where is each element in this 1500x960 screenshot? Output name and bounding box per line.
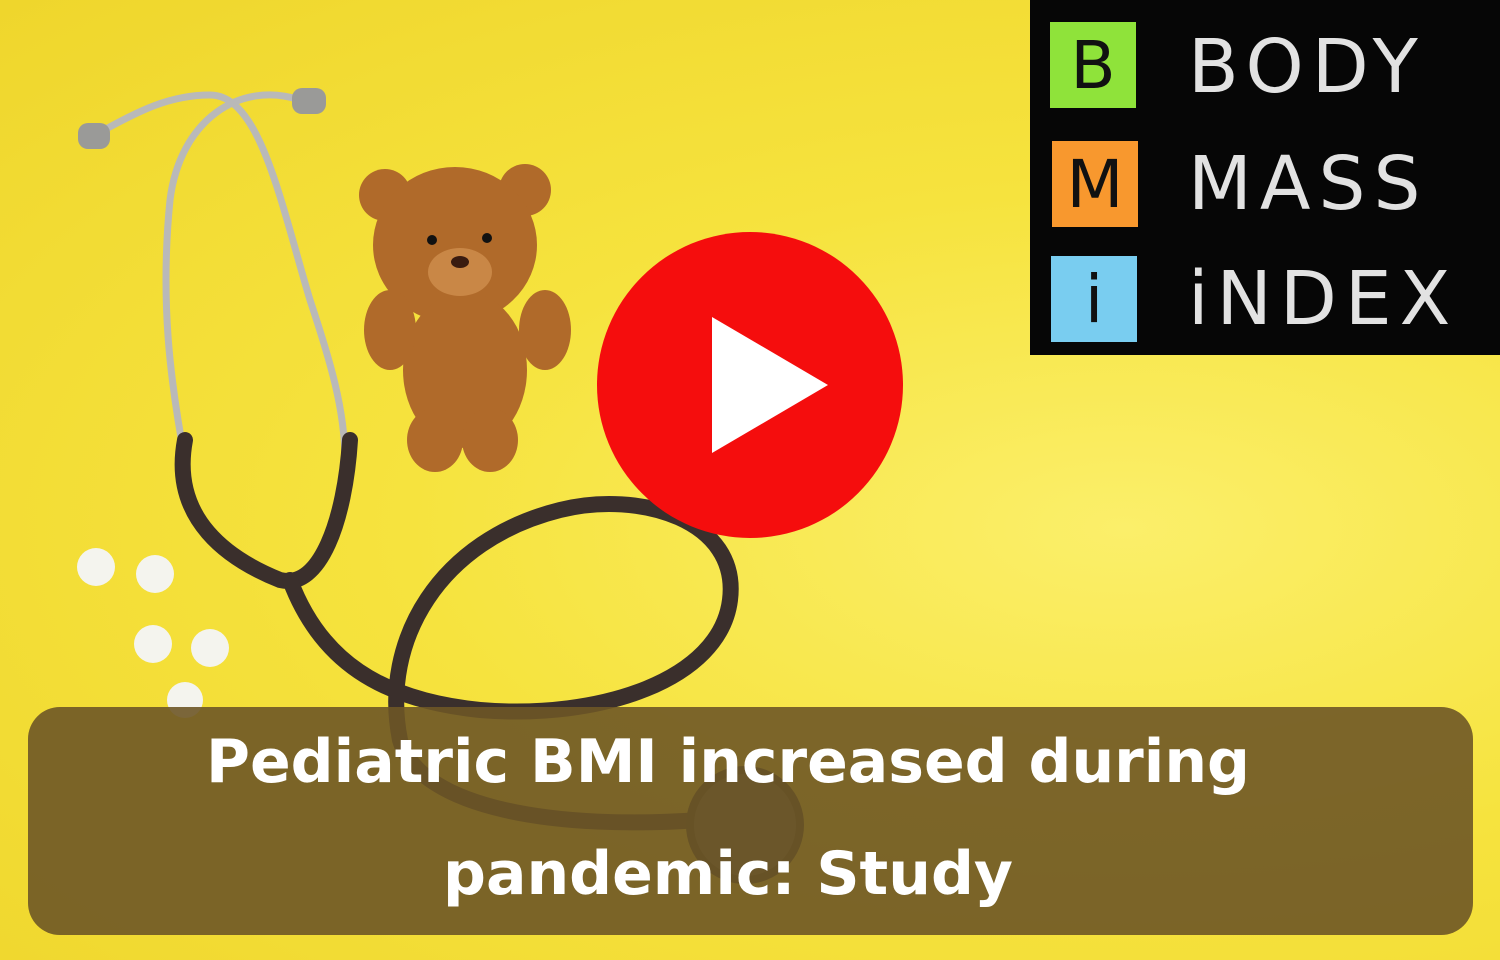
word-index: iNDEX [1188, 256, 1459, 342]
caption-line-2: pandemic: Study [443, 839, 1013, 909]
play-button[interactable] [597, 232, 903, 538]
note-m: M [1052, 141, 1138, 227]
word-mass: MASS [1188, 141, 1429, 227]
play-icon [712, 317, 828, 453]
bmi-panel: B M i BODY MASS iNDEX [1030, 0, 1500, 355]
note-b: B [1050, 22, 1136, 108]
caption-banner: Pediatric BMI increased during pandemic:… [28, 707, 1473, 935]
pills [77, 548, 229, 718]
teddy-bear [359, 164, 571, 472]
caption-line-1: Pediatric BMI increased during [206, 727, 1250, 797]
note-i: i [1051, 256, 1137, 342]
word-body: BODY [1188, 24, 1426, 110]
